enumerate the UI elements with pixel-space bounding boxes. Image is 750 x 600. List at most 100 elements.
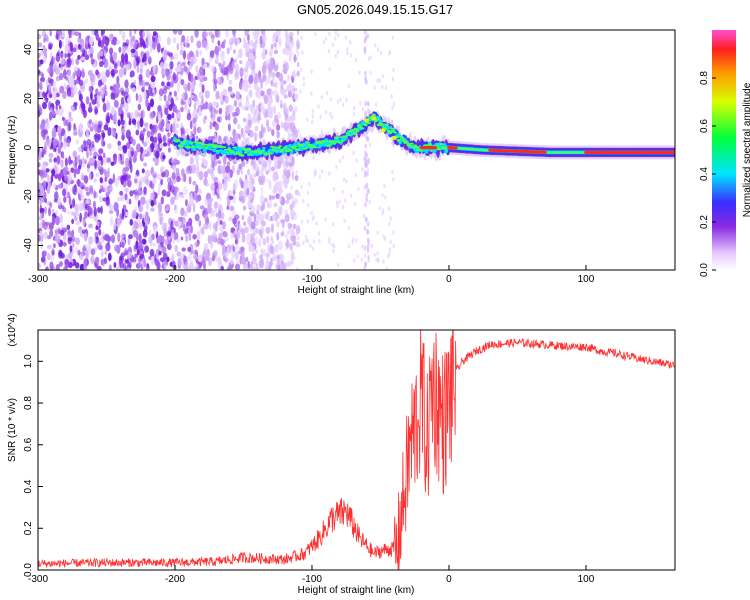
heatmap-cell [268,180,272,190]
heatmap-cell [44,206,48,215]
colorbar-tick-label: 0.4 [699,167,710,181]
heatmap-cell [311,216,314,222]
heatmap-cell [251,245,256,253]
heatmap-cell [366,244,370,250]
heatmap-cell [57,145,62,154]
heatmap-cell [122,66,126,73]
heatmap-cell [82,244,87,251]
heatmap-cell [216,187,221,195]
heatmap-cell [352,150,355,156]
heatmap-cell [352,132,357,135]
heatmap-cell [243,117,247,123]
heatmap-cell [390,94,393,99]
heatmap-cell [68,155,72,166]
heatmap-cell [78,93,83,102]
heatmap-cell [247,168,250,176]
heatmap-cell [134,178,138,184]
heatmap-cell [185,199,188,207]
heatmap-cell [330,115,334,120]
heatmap-cell [371,116,377,121]
heatmap-cell [270,91,275,96]
heatmap-cell [259,35,263,45]
heatmap-cell [190,224,193,234]
heatmap-cell [218,196,222,201]
heatmap-cell [86,149,89,159]
heatmap-cell [243,221,247,227]
heatmap-cell [364,35,368,41]
heatmap-cell [167,132,171,138]
heatmap-cell [105,242,111,252]
heatmap-cell [285,234,288,239]
heatmap-cell [172,165,177,172]
heatmap-cell [117,232,121,243]
heatmap-cell [281,260,284,265]
heatmap-cell [161,81,165,87]
heatmap-cell [118,68,124,78]
heatmap-cell [182,50,186,60]
heatmap-cell [54,191,59,202]
heatmap-cell [362,214,366,219]
heatmap-cell [57,173,62,182]
heatmap-cell [80,194,85,201]
heatmap-cell [295,56,298,62]
heatmap-cell [288,50,293,58]
heatmap-cell [43,55,47,64]
heatmap-cell [120,97,125,105]
heatmap-cell [154,36,159,47]
colorbar: 0.00.20.40.60.8 Normalized spectral ampl… [699,30,750,277]
heatmap-cell [299,147,304,151]
heatmap-cell [344,135,348,137]
heatmap-cell [271,35,276,43]
heatmap-cell [341,189,344,195]
heatmap-cell [162,252,168,260]
heatmap-cell [134,109,139,119]
heatmap-cell [354,58,358,63]
heatmap-cell [58,105,62,110]
y-tick-label: -20 [23,189,34,204]
heatmap-cell [253,213,257,223]
heatmap-cell [164,107,169,115]
heatmap-cell [218,62,222,67]
heatmap-cell [187,146,192,149]
heatmap-cell [113,201,119,212]
heatmap-cell [80,38,85,49]
heatmap-cell [311,246,315,251]
heatmap-cell [137,93,142,104]
heatmap-cell [133,59,137,70]
heatmap-cell [38,150,42,161]
heatmap-cell [185,166,190,175]
heatmap-cell [164,239,169,246]
heatmap-cell [391,135,397,140]
heatmap-cell [93,190,96,199]
heatmap-cell [279,254,285,262]
heatmap-cell [78,202,84,212]
heatmap-cell [364,261,367,267]
heatmap-cell [154,254,157,263]
heatmap-cell [332,142,337,145]
heatmap-cell [262,47,266,55]
heatmap-cell [261,220,266,227]
heatmap-cell [62,167,66,176]
heatmap-cell [88,85,93,93]
heatmap-cell [84,211,88,219]
heatmap-cell [53,147,57,152]
heatmap-cell [318,239,321,244]
heatmap-cell [145,37,148,43]
heatmap-cell [232,30,237,36]
heatmap-cell [306,219,310,224]
heatmap-cell [77,67,81,78]
heatmap-cell [285,32,290,38]
heatmap-cell [142,43,147,49]
heatmap-cell [38,103,42,109]
heatmap-cell [63,196,67,203]
heatmap-cell [230,231,234,240]
heatmap-cell [141,80,146,90]
heatmap-cell [63,83,67,91]
heatmap-cell [212,231,217,237]
heatmap-cell [104,177,108,182]
heatmap-cell [75,220,80,226]
heatmap-cell [245,95,249,103]
heatmap-cell [221,50,225,58]
heatmap-cell [132,189,136,195]
heatmap-cell [103,141,106,147]
